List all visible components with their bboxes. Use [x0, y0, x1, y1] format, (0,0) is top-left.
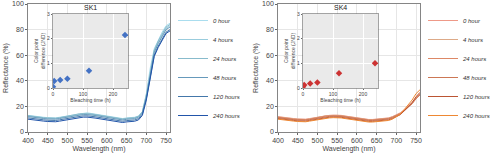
svg-text:550: 550: [81, 137, 93, 144]
svg-text:100: 100: [329, 91, 338, 97]
svg-text:20: 20: [16, 103, 24, 110]
svg-text:240 hours: 240 hours: [462, 113, 490, 119]
svg-text:550: 550: [331, 137, 343, 144]
svg-text:600: 600: [101, 137, 113, 144]
svg-text:120 hours: 120 hours: [463, 94, 490, 100]
svg-text:100: 100: [79, 91, 88, 97]
svg-text:750: 750: [160, 137, 172, 144]
svg-text:100: 100: [12, 0, 24, 7]
svg-text:0 hour: 0 hour: [463, 18, 481, 24]
svg-text:80: 80: [266, 26, 274, 33]
svg-text:450: 450: [292, 137, 304, 144]
svg-text:48 hours: 48 hours: [463, 75, 486, 81]
svg-text:Bleaching time (h): Bleaching time (h): [320, 97, 361, 103]
svg-text:3: 3: [297, 11, 300, 17]
svg-text:Wavelength (nm): Wavelength (nm): [322, 145, 375, 153]
svg-text:120 hours: 120 hours: [213, 94, 240, 100]
svg-text:650: 650: [371, 137, 383, 144]
svg-text:24 hours: 24 hours: [462, 56, 486, 62]
svg-text:Color pointdifference (JND): Color pointdifference (JND): [33, 33, 46, 70]
svg-text:0: 0: [270, 128, 274, 135]
svg-text:3: 3: [47, 11, 50, 17]
svg-text:4 hours: 4 hours: [213, 37, 233, 43]
svg-text:0: 0: [52, 91, 55, 97]
svg-text:500: 500: [312, 137, 324, 144]
svg-text:24 hours: 24 hours: [212, 56, 236, 62]
svg-text:2: 2: [297, 35, 300, 41]
svg-text:4 hours: 4 hours: [463, 37, 483, 43]
svg-text:20: 20: [266, 103, 274, 110]
svg-text:0: 0: [302, 91, 305, 97]
svg-text:750: 750: [410, 137, 422, 144]
svg-text:400: 400: [22, 137, 34, 144]
svg-text:700: 700: [390, 137, 402, 144]
svg-text:0: 0: [20, 128, 24, 135]
svg-text:200: 200: [359, 91, 368, 97]
svg-text:60: 60: [16, 52, 24, 59]
svg-text:450: 450: [42, 137, 54, 144]
svg-text:40: 40: [16, 77, 24, 84]
svg-text:400: 400: [272, 137, 284, 144]
svg-text:60: 60: [266, 52, 274, 59]
svg-text:Reflectance (%): Reflectance (%): [252, 43, 260, 93]
svg-text:100: 100: [262, 0, 274, 7]
svg-text:48 hours: 48 hours: [213, 75, 236, 81]
svg-text:1: 1: [297, 60, 300, 66]
svg-text:40: 40: [266, 77, 274, 84]
svg-text:200: 200: [109, 91, 118, 97]
svg-text:600: 600: [351, 137, 363, 144]
svg-text:Wavelength (nm): Wavelength (nm): [72, 145, 125, 153]
svg-text:500: 500: [62, 137, 74, 144]
svg-text:700: 700: [140, 137, 152, 144]
svg-text:1: 1: [47, 60, 50, 66]
svg-text:0: 0: [47, 85, 50, 91]
svg-text:240 hours: 240 hours: [212, 113, 240, 119]
svg-text:80: 80: [16, 26, 24, 33]
svg-text:650: 650: [121, 137, 133, 144]
svg-text:Bleaching time (h): Bleaching time (h): [70, 97, 111, 103]
svg-text:2: 2: [47, 35, 50, 41]
svg-text:Reflectance (%): Reflectance (%): [2, 43, 10, 93]
svg-text:0 hour: 0 hour: [213, 18, 231, 24]
svg-text:SK1: SK1: [84, 4, 97, 11]
svg-text:SK4: SK4: [334, 4, 347, 11]
svg-text:0: 0: [297, 85, 300, 91]
svg-text:Color pointdifference (JND): Color pointdifference (JND): [283, 33, 296, 70]
